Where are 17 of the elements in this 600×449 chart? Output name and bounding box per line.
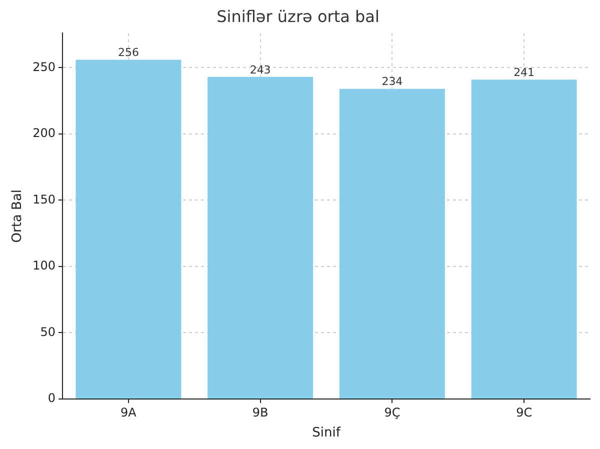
x-axis-title: Sinif — [312, 426, 341, 441]
y-tick-label: 0 — [48, 391, 56, 406]
y-axis-title: Orta Bal — [10, 189, 26, 243]
y-tick-label: 100 — [32, 258, 56, 273]
y-tick-label: 50 — [40, 324, 56, 339]
x-tick-label: 9B — [252, 405, 268, 420]
y-tick-label: 200 — [32, 126, 56, 140]
data-label: 234 — [382, 75, 403, 88]
y-tick-label: 150 — [32, 192, 56, 206]
chart-title: Siniflər üzrə orta bal — [216, 6, 380, 26]
y-tick-label: 250 — [32, 60, 56, 74]
x-tick-label: 9C — [516, 405, 532, 420]
data-label: 241 — [514, 66, 535, 79]
x-tick-label: 9Ç — [384, 405, 400, 420]
data-label: 256 — [118, 46, 139, 60]
data-label: 243 — [250, 63, 271, 76]
x-tick-label: 9A — [120, 405, 138, 420]
